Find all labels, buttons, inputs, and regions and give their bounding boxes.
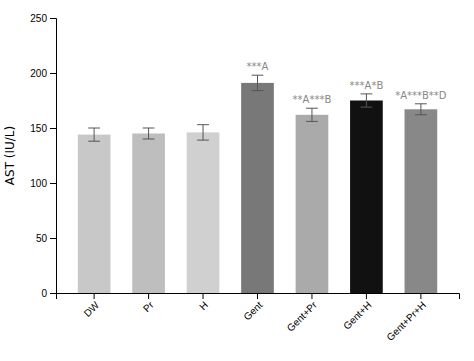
- y-tick-label: 200: [30, 68, 47, 79]
- x-tick: DW: [82, 293, 102, 319]
- bar: [405, 109, 438, 293]
- error-bar-stem: [148, 128, 149, 139]
- x-tick: Gent+Pr: [285, 293, 320, 334]
- annotation: *A***B**D: [395, 90, 447, 101]
- error-bar-cap: [197, 140, 209, 141]
- y-tick-mark: [50, 293, 56, 294]
- y-tick-mark: [50, 73, 56, 74]
- x-tick-label: Gent+Pr+H: [384, 299, 428, 343]
- y-axis: 0 50 100 150 200 250: [30, 13, 56, 299]
- error-bar-stem: [257, 75, 258, 90]
- error-bar-cap: [361, 107, 373, 108]
- error-bar: [88, 128, 100, 141]
- x-tick-label: H: [197, 299, 210, 312]
- annotations: ***A **A***B ***A*B *A***B**D: [247, 61, 447, 105]
- bar: [78, 135, 111, 293]
- error-bar: [252, 75, 264, 90]
- error-bar-cap: [252, 90, 264, 91]
- x-axis: DW Pr H Gent Gent+Pr Gent+H Gent+Pr+H: [57, 293, 460, 343]
- x-tick-label: Gent+Pr: [285, 299, 320, 334]
- y-tick: 100: [30, 178, 56, 189]
- x-tick: Pr: [141, 293, 156, 314]
- bar: [187, 132, 220, 293]
- x-tick: Gent+Pr+H: [384, 293, 428, 343]
- y-axis-line: [50, 19, 57, 294]
- y-tick-label: 100: [30, 178, 47, 189]
- bar: [132, 134, 165, 294]
- error-bar: [197, 125, 209, 140]
- x-tick-mark: [257, 293, 258, 299]
- error-bar-cap: [143, 128, 155, 129]
- x-tick-label: DW: [82, 299, 102, 319]
- error-bar-cap: [143, 139, 155, 140]
- y-tick: 200: [30, 68, 56, 79]
- y-tick: 0: [41, 288, 56, 299]
- error-bar-cap: [197, 124, 209, 125]
- x-tick-label: Pr: [141, 299, 156, 314]
- y-tick-mark: [50, 18, 56, 19]
- x-tick-mark: [311, 293, 312, 299]
- x-tick-label: Gent+H: [341, 299, 373, 331]
- y-axis-title: AST (IU/L): [3, 126, 17, 185]
- bar: [296, 115, 329, 293]
- error-bar: [143, 128, 155, 139]
- x-tick: H: [197, 293, 210, 312]
- annotation: ***A*B: [350, 80, 384, 91]
- y-tick-mark: [50, 183, 56, 184]
- error-bar-stem: [94, 128, 95, 141]
- y-tick-label: 50: [36, 233, 48, 244]
- error-bar: [306, 108, 318, 121]
- x-tick: Gent+H: [341, 293, 373, 332]
- y-tick-mark: [50, 238, 56, 239]
- error-bar-cap: [88, 128, 100, 129]
- error-bar: [361, 94, 373, 107]
- error-bar-stem: [366, 94, 367, 107]
- error-bar-cap: [88, 141, 100, 142]
- bar: [350, 101, 383, 294]
- x-tick-mark: [420, 293, 421, 299]
- y-tick-label: 0: [41, 288, 47, 299]
- y-tick: 50: [36, 233, 56, 244]
- error-bar-cap: [252, 75, 264, 76]
- y-tick: 150: [30, 123, 56, 134]
- x-axis-line: [57, 294, 460, 300]
- x-tick-mark: [148, 293, 149, 299]
- annotation: ***A: [247, 61, 269, 72]
- plot: 0 50 100 150 200 250 DW Pr H Gent Gent+Pr Gent+H Gen…: [30, 13, 459, 343]
- y-tick-mark: [50, 128, 56, 129]
- y-tick-label: 250: [30, 13, 47, 24]
- error-bar-cap: [306, 121, 318, 122]
- x-tick-mark: [203, 293, 204, 299]
- chart: 0 50 100 150 200 250 DW Pr H Gent Gent+Pr Gent+H Gen…: [0, 0, 474, 361]
- error-bar-cap: [415, 114, 427, 115]
- marks: [78, 75, 437, 293]
- annotation: **A***B: [293, 94, 332, 105]
- error-bar-stem: [420, 104, 421, 115]
- error-bar-cap: [415, 103, 427, 104]
- error-bar-cap: [361, 93, 373, 94]
- error-bar-stem: [311, 108, 312, 121]
- x-tick-label: Gent: [241, 299, 264, 322]
- error-bar: [415, 104, 427, 115]
- x-tick-mark: [94, 293, 95, 299]
- y-tick: 250: [30, 13, 56, 24]
- error-bar-stem: [203, 125, 204, 140]
- x-tick-mark: [366, 293, 367, 299]
- y-tick-label: 150: [30, 123, 47, 134]
- bar: [241, 83, 274, 293]
- error-bar-cap: [306, 108, 318, 109]
- x-tick: Gent: [241, 293, 264, 322]
